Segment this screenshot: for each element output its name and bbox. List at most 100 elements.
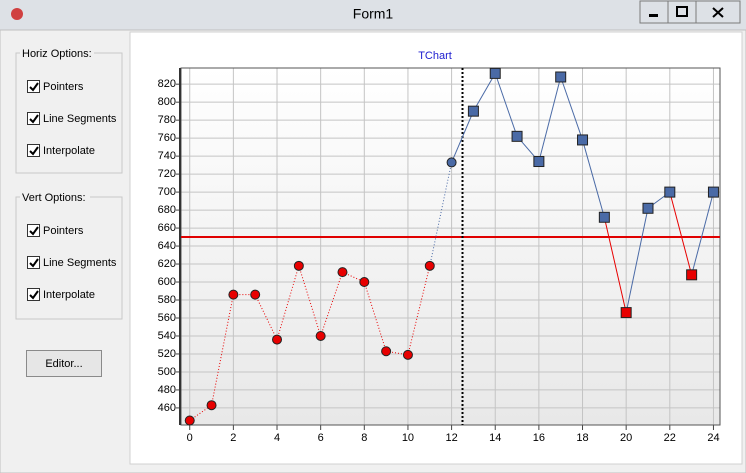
- x-tick-label: 16: [533, 432, 545, 444]
- y-tick-label: 780: [158, 114, 176, 126]
- y-tick-label: 720: [158, 168, 176, 180]
- check-mark: [29, 146, 39, 156]
- point: [555, 71, 567, 83]
- point: [424, 260, 435, 271]
- y-tick-label: 520: [158, 348, 176, 360]
- x-tick-label: 8: [361, 432, 367, 444]
- y-tick-label: 660: [158, 222, 176, 234]
- checkbox-label: Line Segments: [43, 257, 117, 269]
- point: [620, 307, 632, 319]
- point: [250, 289, 261, 300]
- line-segment: [276, 265, 300, 340]
- point: [315, 330, 326, 341]
- app-icon: [11, 8, 23, 20]
- line-segment: [560, 76, 583, 141]
- line-segment: [691, 191, 714, 275]
- line-segment: [254, 294, 278, 340]
- point: [272, 334, 283, 345]
- check-mark: [29, 290, 39, 300]
- maximize-button[interactable]: [667, 0, 697, 24]
- y-tick-label: 620: [158, 258, 176, 270]
- check-mark: [29, 226, 39, 236]
- checkbox-label: Pointers: [43, 81, 84, 93]
- y-tick-label: 480: [158, 384, 176, 396]
- line-segment: [669, 191, 693, 275]
- y-tick-label: 640: [158, 240, 176, 252]
- line-segment: [211, 294, 234, 406]
- line-segment: [298, 265, 322, 337]
- point: [598, 211, 610, 223]
- y-tick-label: 760: [158, 132, 176, 144]
- checkbox-label: Line Segments: [43, 113, 117, 125]
- line-segment: [603, 217, 627, 313]
- chart-title: TChart: [418, 50, 452, 62]
- point: [511, 130, 523, 142]
- y-tick-label: 700: [158, 186, 176, 198]
- line-segment: [538, 76, 562, 162]
- y-tick-label: 580: [158, 294, 176, 306]
- check-mark: [29, 258, 39, 268]
- line-segment: [320, 271, 343, 337]
- point: [402, 349, 413, 360]
- x-tick-label: 4: [274, 432, 280, 444]
- point: [184, 415, 195, 426]
- close-button[interactable]: [695, 0, 741, 24]
- point: [707, 186, 719, 198]
- group-box-gap: [20, 191, 90, 203]
- title-bar: [0, 0, 746, 30]
- point: [381, 346, 392, 357]
- y-tick-label: 740: [158, 150, 176, 162]
- y-tick-label: 800: [158, 96, 176, 108]
- group-title: Vert Options:: [22, 192, 86, 204]
- check-mark: [29, 82, 39, 92]
- y-tick-label: 820: [158, 78, 176, 90]
- point: [489, 67, 501, 79]
- x-tick-label: 14: [489, 432, 501, 444]
- x-tick-label: 24: [707, 432, 719, 444]
- check-mark: [29, 114, 39, 124]
- point: [577, 134, 589, 146]
- line-segment: [407, 265, 431, 355]
- point: [533, 156, 545, 168]
- line-segment: [472, 73, 496, 112]
- point: [359, 277, 370, 288]
- point: [228, 289, 239, 300]
- point: [206, 400, 217, 411]
- point: [467, 105, 479, 117]
- window-frame: [0, 29, 746, 473]
- checkbox-label: Interpolate: [43, 145, 95, 157]
- point: [664, 186, 676, 198]
- point: [642, 202, 654, 214]
- x-tick-label: 2: [230, 432, 236, 444]
- checkbox-label: Interpolate: [43, 289, 95, 301]
- y-tick-label: 680: [158, 204, 176, 216]
- window-title: Form1: [353, 6, 394, 22]
- y-tick-label: 560: [158, 312, 176, 324]
- x-tick-label: 22: [664, 432, 676, 444]
- y-tick-label: 540: [158, 330, 176, 342]
- editor-button[interactable]: Editor...: [26, 350, 102, 377]
- point: [686, 269, 698, 281]
- group-box-gap: [20, 47, 94, 59]
- point: [446, 157, 457, 168]
- y-tick-label: 500: [158, 366, 176, 378]
- point: [337, 267, 348, 278]
- x-tick-label: 12: [445, 432, 457, 444]
- line-segment: [582, 139, 605, 218]
- y-tick-label: 460: [158, 402, 176, 414]
- line-segment: [451, 110, 474, 163]
- x-tick-label: 18: [576, 432, 588, 444]
- x-tick-label: 0: [187, 432, 193, 444]
- line-segment: [494, 73, 518, 137]
- line-segment: [625, 208, 649, 313]
- button-label: Editor...: [45, 358, 82, 370]
- x-tick-label: 20: [620, 432, 632, 444]
- minimize-button[interactable]: [639, 0, 669, 24]
- x-tick-label: 6: [318, 432, 324, 444]
- point: [293, 260, 304, 271]
- x-tick-label: 10: [402, 432, 414, 444]
- group-title: Horiz Options:: [22, 48, 92, 60]
- y-tick-label: 600: [158, 276, 176, 288]
- line-segment: [363, 281, 387, 352]
